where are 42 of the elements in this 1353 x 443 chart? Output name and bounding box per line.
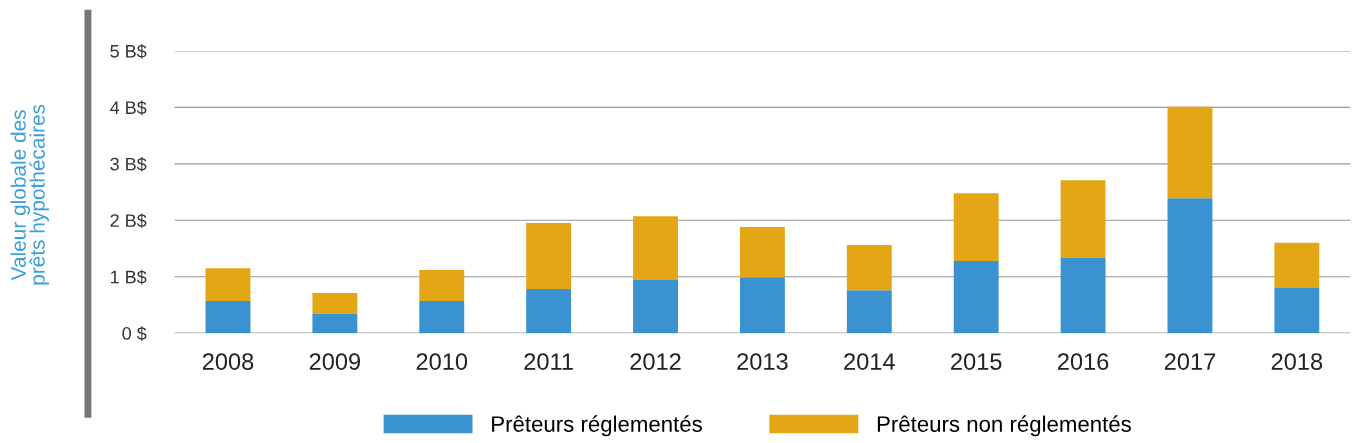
y-tick-label: 4 B$ [110, 100, 147, 116]
bar [1167, 198, 1213, 334]
bar [526, 223, 572, 290]
bar [953, 193, 999, 261]
bar [205, 268, 251, 301]
x-tick-label: 2008 [202, 353, 254, 370]
bar [846, 245, 892, 291]
y-tick-label: 1 B$ [111, 269, 147, 285]
bar [953, 260, 999, 334]
bar [1274, 287, 1320, 334]
x-tick-label: 2011 [524, 353, 573, 370]
y-tick-label: 3 B$ [110, 157, 147, 172]
bar [739, 277, 785, 334]
legend-label: Prêteurs réglementés [492, 415, 702, 437]
x-tick-label: 2017 [1164, 353, 1216, 370]
bar [312, 313, 358, 334]
y-tick-label: 5 B$ [110, 44, 147, 59]
x-tick-label: 2016 [1058, 353, 1109, 370]
x-tick-label: 2018 [1271, 353, 1323, 370]
x-tick-label: 2012 [630, 353, 681, 370]
bar [739, 227, 785, 278]
bar [205, 300, 251, 334]
bar [633, 280, 678, 334]
x-tick-label: 2013 [737, 353, 788, 370]
bar [526, 289, 572, 334]
bar [1060, 180, 1106, 259]
x-tick-label: 2014 [844, 353, 895, 370]
bar [419, 269, 465, 301]
bar [419, 300, 465, 334]
x-tick-label: 2010 [416, 353, 468, 370]
bar [312, 293, 358, 314]
bar [846, 290, 892, 334]
x-tick-label: 2009 [309, 353, 361, 370]
bar [633, 216, 678, 281]
y-tick-label: 0 $ [122, 326, 147, 341]
bar [1274, 242, 1320, 288]
y-axis-title: Valeur globale des prêts hypothécaires [10, 104, 49, 285]
y-tick-label: 2 B$ [110, 213, 147, 229]
x-tick-label: 2015 [951, 353, 1002, 370]
bar [1167, 106, 1213, 199]
bar [1060, 258, 1106, 334]
legend-label: Prêteurs non réglementés [877, 415, 1131, 437]
